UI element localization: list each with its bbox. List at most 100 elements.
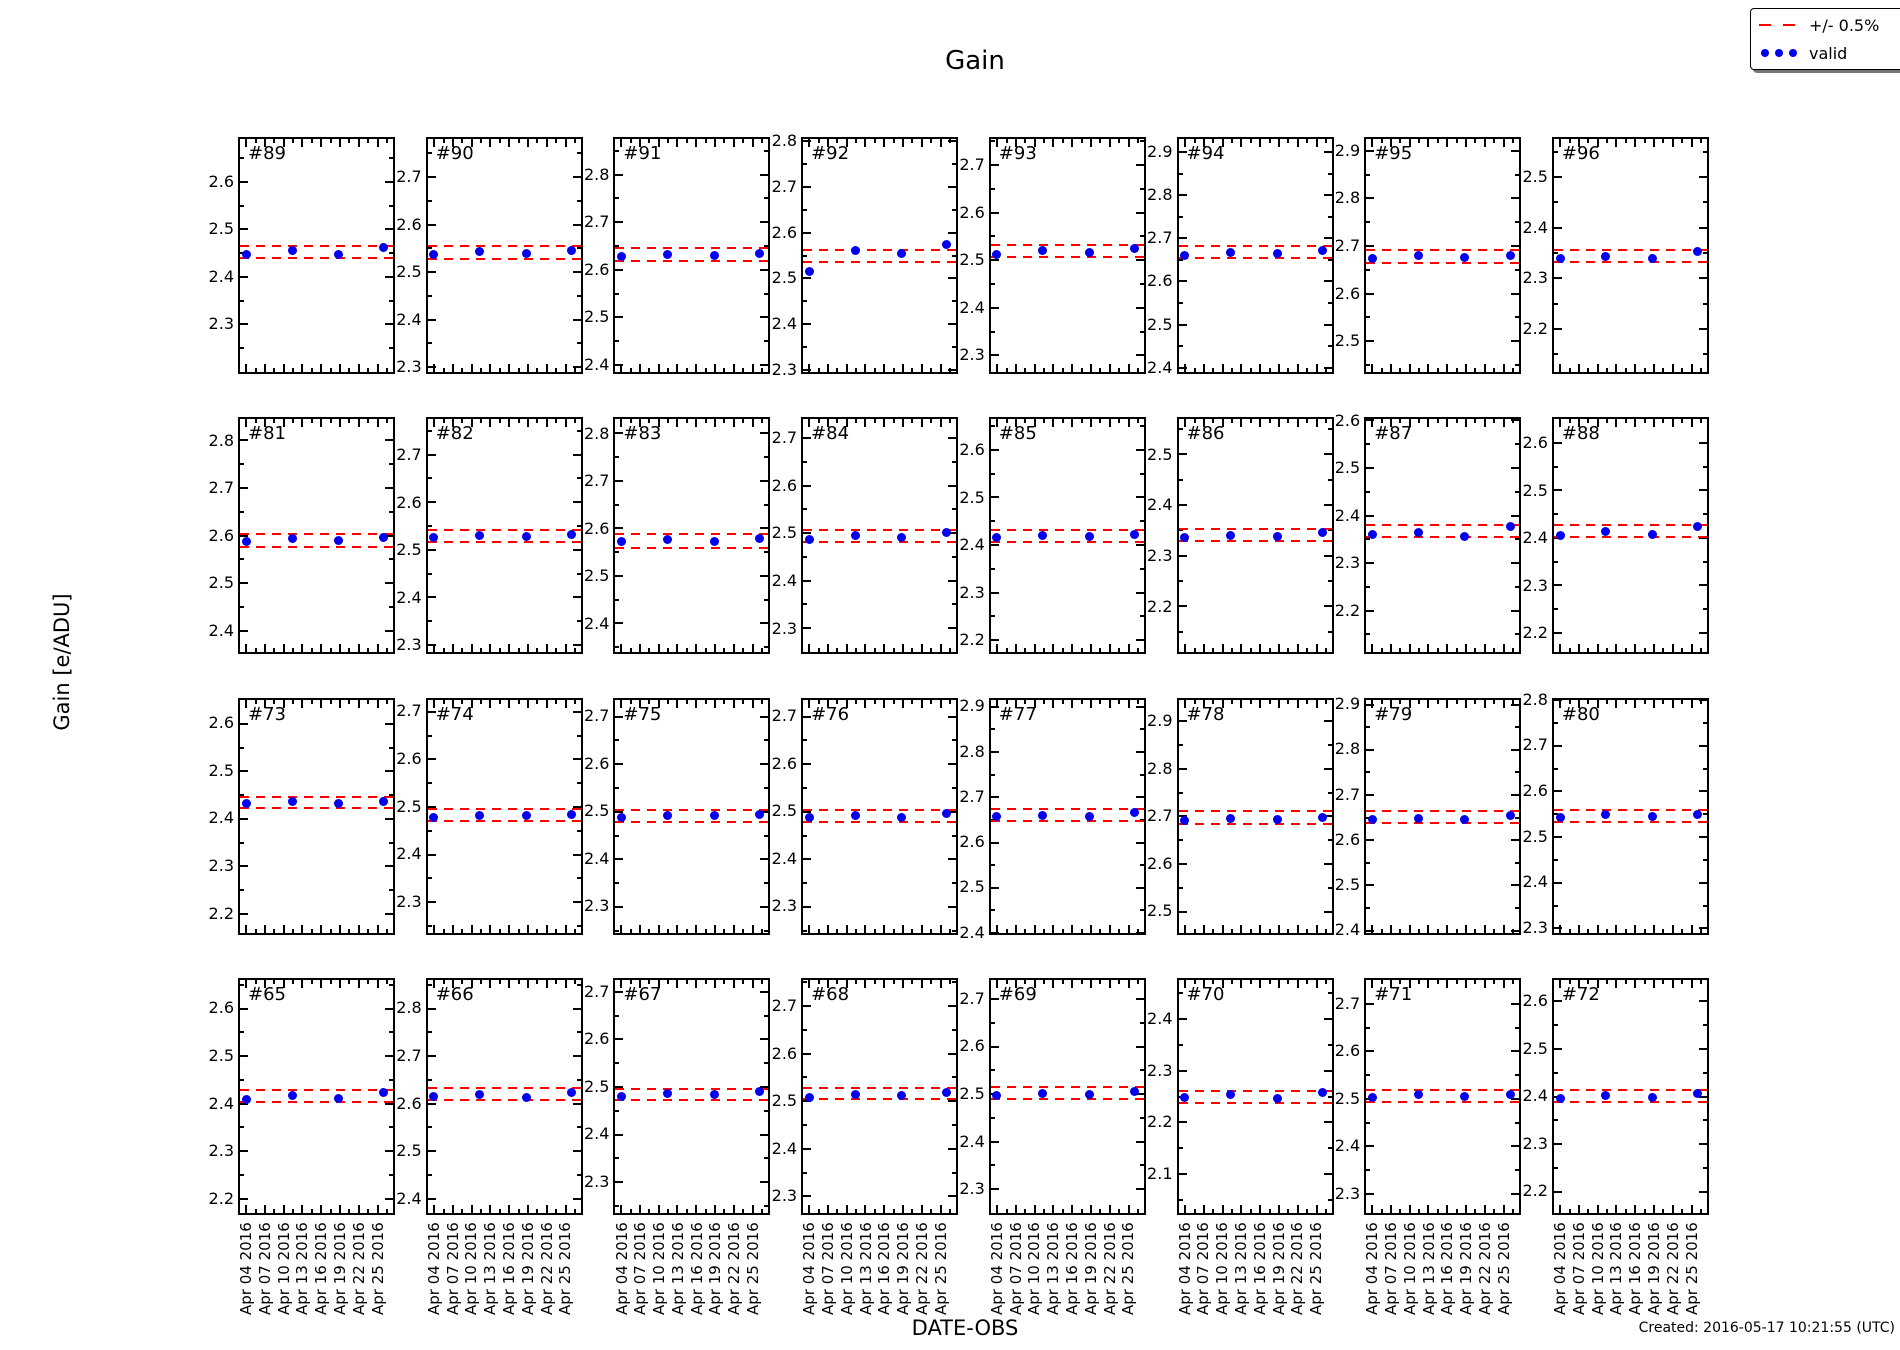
tick-mark xyxy=(1553,176,1562,178)
tick-mark xyxy=(1296,1204,1299,1213)
tick-mark xyxy=(648,979,651,984)
tick-mark xyxy=(1061,928,1064,933)
y-tick-label: 2.7 xyxy=(396,167,422,187)
tick-mark xyxy=(1427,699,1430,708)
tick-mark xyxy=(1515,861,1520,864)
y-tick-label: 2.5 xyxy=(1147,444,1173,464)
tick-mark xyxy=(564,979,567,988)
tick-mark xyxy=(615,364,624,366)
tick-mark xyxy=(1553,1071,1558,1074)
y-tick-label: 2.6 xyxy=(208,171,234,191)
tick-mark xyxy=(1221,644,1224,653)
tick-mark xyxy=(576,876,581,879)
tick-mark xyxy=(1474,648,1477,653)
tick-mark xyxy=(1023,979,1026,984)
tick-mark xyxy=(1553,632,1562,635)
y-tick-label: 2.4 xyxy=(208,1093,234,1113)
tick-mark xyxy=(846,364,849,372)
tick-mark xyxy=(630,368,633,372)
y-tick-label: 2.5 xyxy=(583,566,610,586)
tick-mark xyxy=(952,1075,957,1078)
tick-mark xyxy=(1511,467,1520,470)
tick-mark xyxy=(535,419,538,424)
tick-mark xyxy=(1643,699,1646,704)
y-tick-label: 2.5 xyxy=(208,760,234,780)
tick-mark xyxy=(1586,979,1589,984)
tick-mark xyxy=(1605,979,1608,984)
tick-mark xyxy=(911,1208,914,1213)
data-point xyxy=(1505,811,1515,821)
tick-mark xyxy=(367,139,369,143)
tick-mark xyxy=(864,419,867,428)
tick-mark xyxy=(1135,449,1144,452)
tolerance-band-line xyxy=(1553,820,1707,823)
tick-mark xyxy=(883,364,886,372)
tick-mark xyxy=(1051,924,1054,933)
tick-mark xyxy=(1249,648,1252,653)
tick-mark xyxy=(1324,139,1327,143)
tick-mark xyxy=(1005,139,1008,143)
tick-mark xyxy=(240,487,248,490)
subplot-amp-84: #84 2.3 2.4 2.5 2.6 2.7 xyxy=(772,417,959,655)
tick-mark xyxy=(1286,368,1289,372)
tick-mark xyxy=(240,181,248,183)
tick-mark xyxy=(1089,979,1092,988)
x-tick-label: Apr 25 2016 xyxy=(368,1222,387,1315)
tick-mark xyxy=(240,606,244,609)
tolerance-band-line xyxy=(615,260,769,263)
tolerance-band-line xyxy=(615,532,769,535)
tick-mark xyxy=(1390,979,1393,988)
tick-mark xyxy=(442,979,445,984)
tick-mark xyxy=(1108,364,1111,372)
tick-mark xyxy=(723,139,726,143)
tick-mark xyxy=(1178,259,1183,261)
y-tick-label: 2.6 xyxy=(959,202,985,222)
x-tick-label: Apr 07 2016 xyxy=(1194,1222,1213,1315)
tick-mark xyxy=(1515,174,1520,176)
tick-mark xyxy=(1221,1204,1224,1213)
tick-mark xyxy=(1014,364,1017,372)
y-tick-label: 2.6 xyxy=(583,518,610,538)
tick-mark xyxy=(1193,139,1196,143)
tick-mark xyxy=(836,928,839,933)
tick-mark xyxy=(1327,1146,1332,1149)
tick-mark xyxy=(273,368,275,372)
tick-mark xyxy=(460,928,463,933)
tick-mark xyxy=(301,699,303,708)
tick-mark xyxy=(386,1208,388,1213)
tick-mark xyxy=(240,1125,244,1128)
tick-mark xyxy=(389,157,393,159)
subplot-id-label: #73 xyxy=(248,703,286,725)
tick-mark xyxy=(827,644,830,653)
tick-mark xyxy=(517,928,520,933)
tick-mark xyxy=(273,979,275,984)
tick-mark xyxy=(1633,979,1636,988)
y-tick-label: 2.5 xyxy=(1147,901,1173,921)
data-point xyxy=(1601,526,1611,536)
tick-mark xyxy=(479,979,482,984)
tick-mark xyxy=(1456,419,1459,424)
tick-mark xyxy=(507,924,510,933)
tick-mark xyxy=(1437,928,1440,933)
tick-mark xyxy=(385,1054,393,1057)
x-axis-label: DATE-OBS xyxy=(911,1316,1019,1340)
tick-mark xyxy=(1474,139,1477,143)
tick-mark xyxy=(1366,906,1371,909)
tick-mark xyxy=(311,979,313,984)
data-point xyxy=(1084,531,1094,541)
tick-mark xyxy=(705,1208,708,1213)
tick-mark xyxy=(1605,419,1608,424)
tick-mark xyxy=(1553,698,1562,701)
tick-mark xyxy=(930,1208,933,1213)
tick-mark xyxy=(686,648,689,653)
tick-mark xyxy=(990,1163,995,1166)
tick-mark xyxy=(576,342,581,344)
tick-mark xyxy=(1503,419,1506,428)
tick-mark xyxy=(273,928,275,933)
tick-mark xyxy=(1366,1121,1371,1124)
tick-mark xyxy=(1366,197,1375,199)
tick-mark xyxy=(283,979,285,988)
tick-mark xyxy=(442,419,445,424)
tick-mark xyxy=(1596,699,1599,708)
tick-mark xyxy=(427,983,432,986)
